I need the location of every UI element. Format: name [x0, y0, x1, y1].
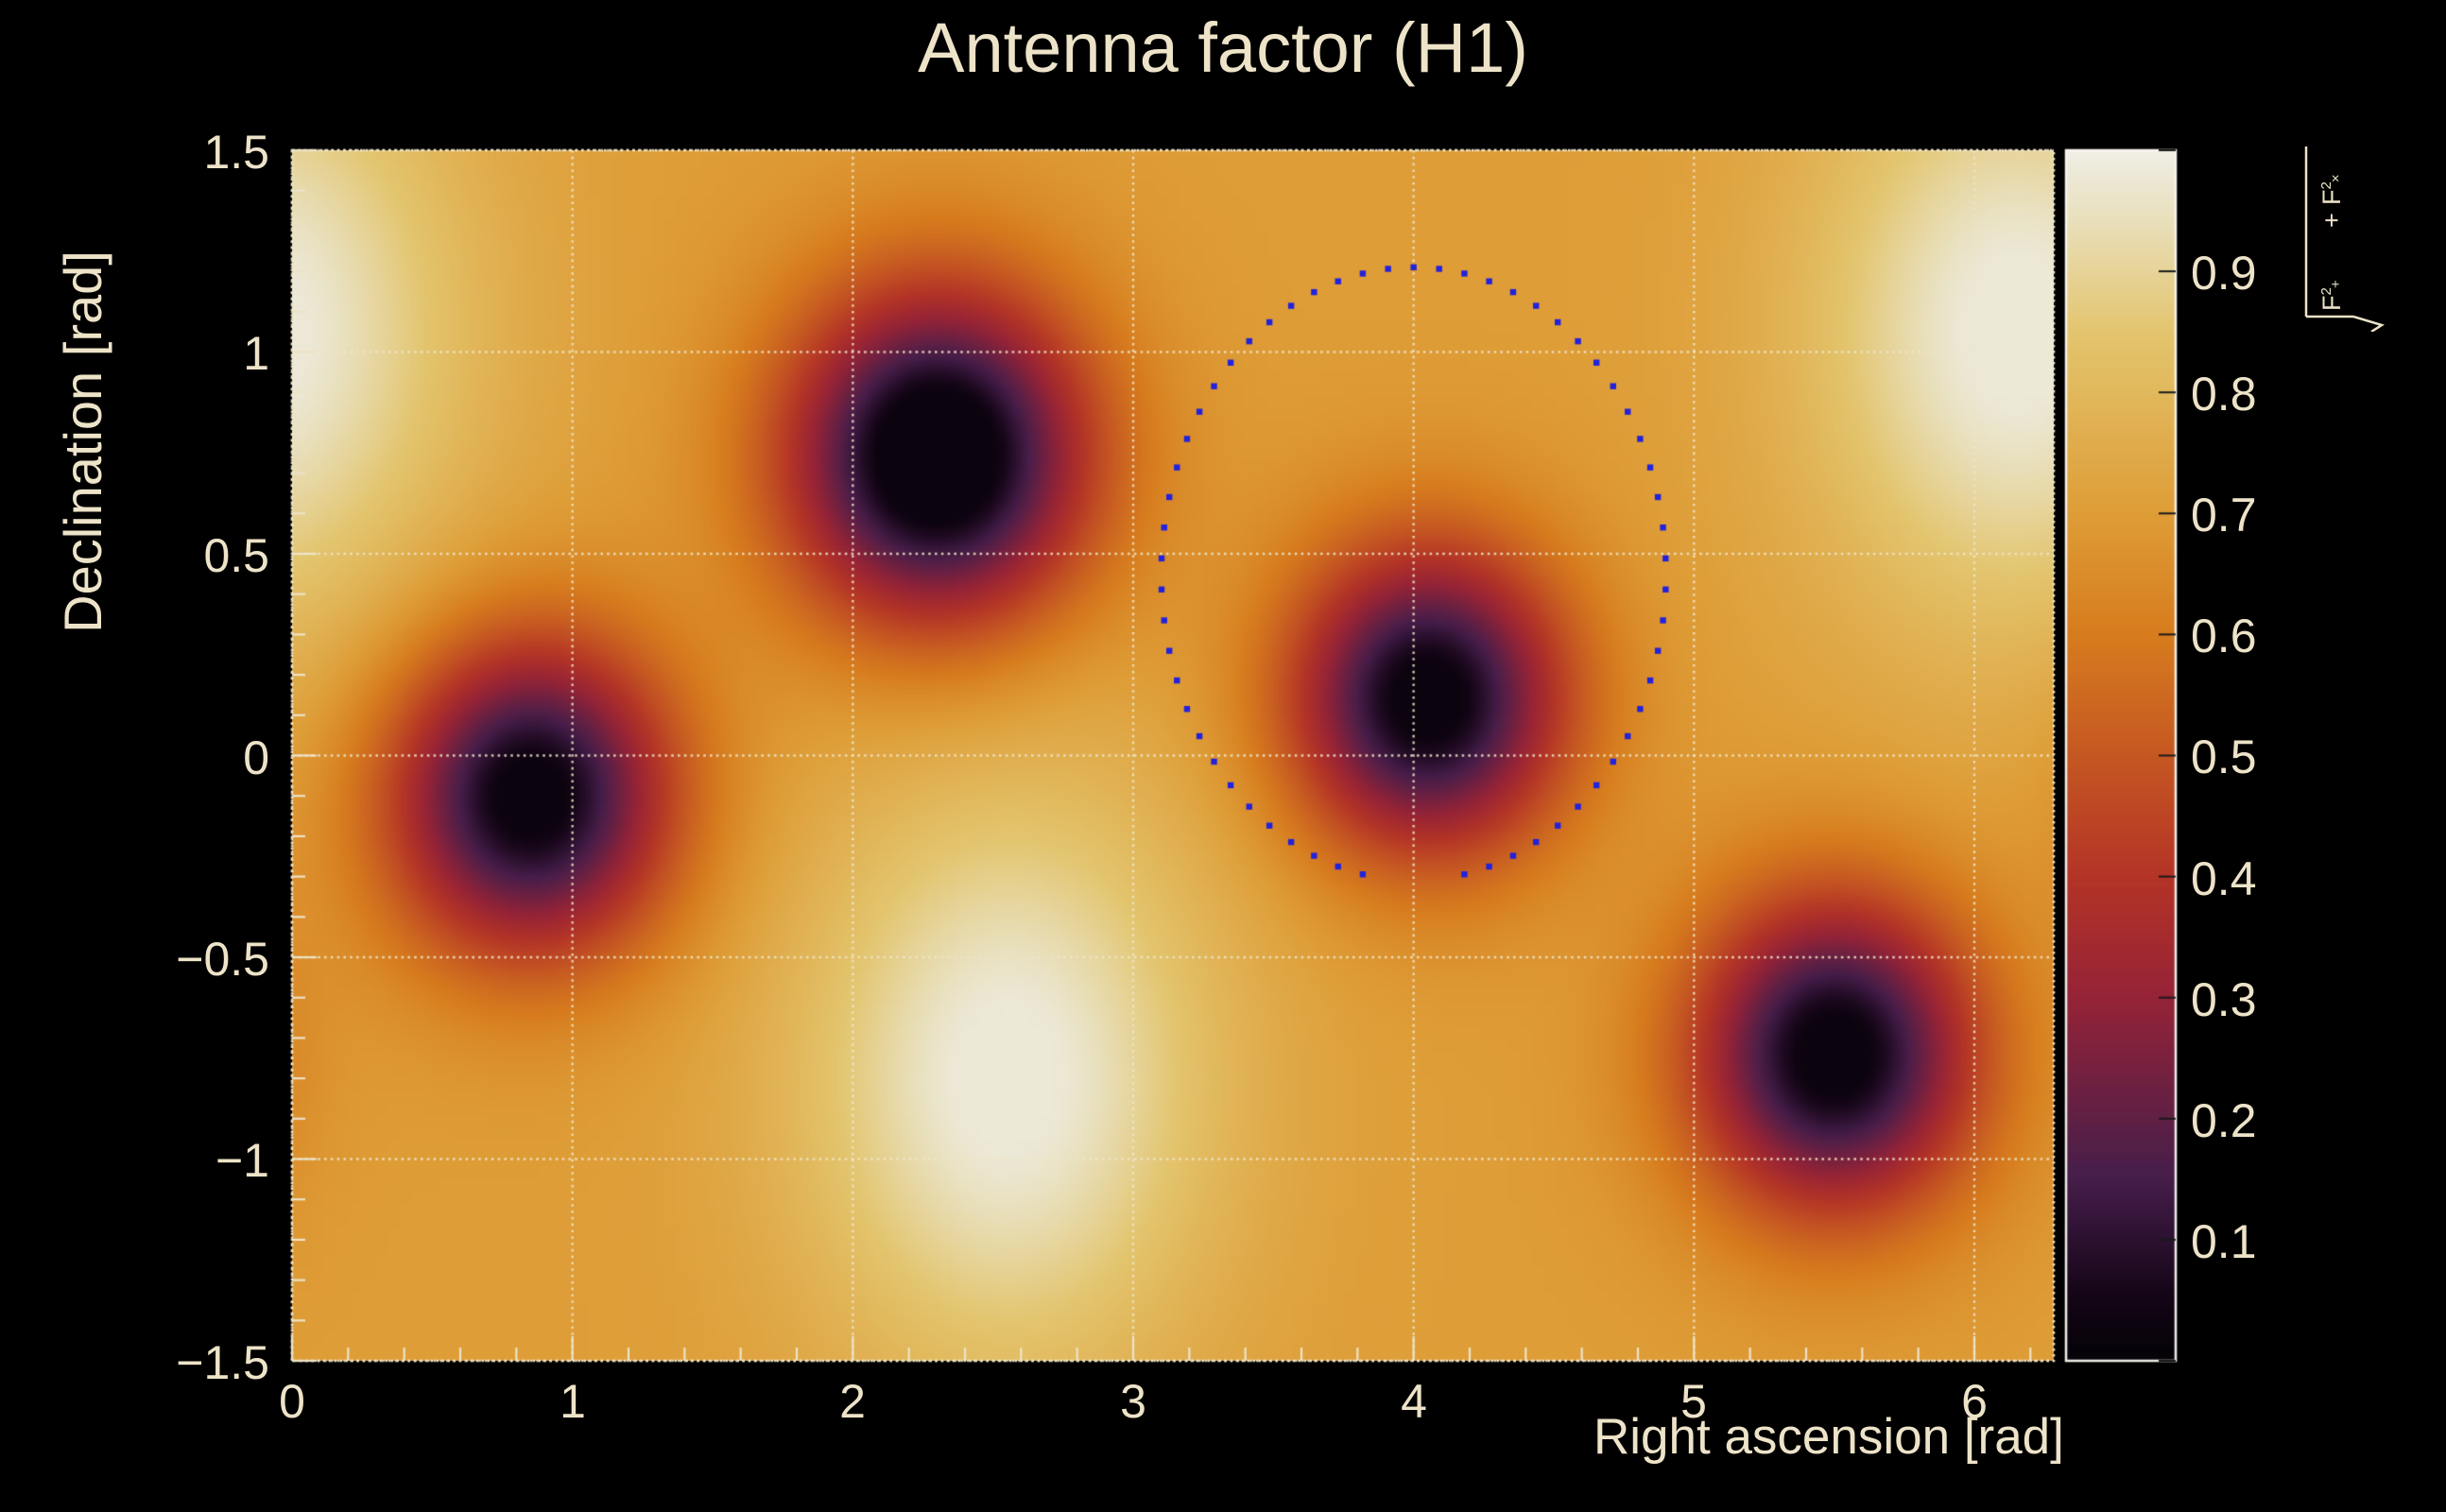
svg-text:+: + [2317, 213, 2346, 228]
svg-text:F2+: F2+ [2317, 280, 2346, 311]
svg-text:F2×: F2× [2317, 174, 2346, 205]
